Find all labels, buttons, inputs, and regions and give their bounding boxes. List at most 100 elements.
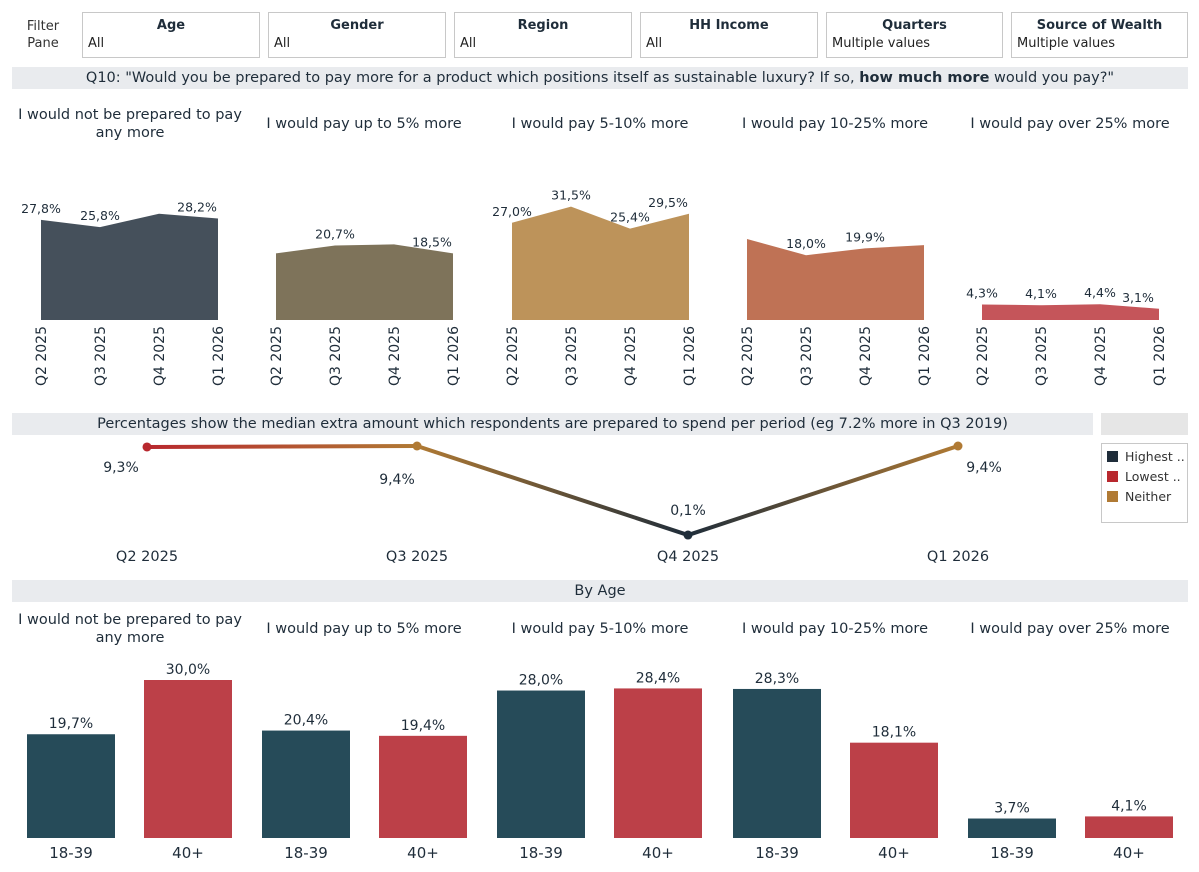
filter-region[interactable]: Region All <box>454 12 632 58</box>
bar-tick-i-would-pay-up-to-5-more-18-39: 18-39 <box>284 844 328 862</box>
filter-source-of-wealth[interactable]: Source of Wealth Multiple values <box>1011 12 1188 58</box>
bar-label-i-would-pay-up-to-5-more-40: 19,4% <box>401 718 445 734</box>
area-tick-i-would-pay-10-25-more-q3-2025: Q3 2025 <box>799 326 815 386</box>
filter-quarters-title: Quarters <box>882 18 947 33</box>
bar-label-i-would-pay-over-25-more-40: 4,1% <box>1111 798 1147 814</box>
area-tick-i-would-pay-up-to-5-more-q4-2025: Q4 2025 <box>387 326 403 386</box>
bar-i-would-pay-up-to-5-more-18-39[interactable] <box>262 730 350 838</box>
bar-label-i-would-pay-up-to-5-more-18-39: 20,4% <box>284 713 328 729</box>
legend-swatch-neither <box>1106 489 1119 503</box>
filter-hh-income-value: All <box>646 36 663 51</box>
area-label-i-would-not-be-prepared-to-pay-any-more-q3-2025: 25,8% <box>80 208 120 223</box>
bar-tick-i-would-pay-up-to-5-more-40: 40+ <box>407 844 439 862</box>
top-title-not-pay: I would not be prepared to pay any more <box>18 107 242 141</box>
bar-i-would-pay-over-25-more-18-39[interactable] <box>968 818 1056 838</box>
area-tick-i-would-not-be-prepared-to-pay-any-more-q1-2026: Q1 2026 <box>211 326 227 386</box>
area-tick-i-would-not-be-prepared-to-pay-any-more-q2-2025: Q2 2025 <box>34 326 50 386</box>
legend-header <box>1101 413 1188 435</box>
bar-i-would-not-be-prepared-to-pay-any-more-40[interactable] <box>144 680 232 838</box>
bar-i-would-pay-5-10-more-40[interactable] <box>614 688 702 838</box>
age-title-up-to-5: I would pay up to 5% more <box>266 621 462 637</box>
median-note-banner: Percentages show the median extra amount… <box>12 413 1093 435</box>
age-title-not-pay: I would not be prepared to pay any more <box>18 612 242 646</box>
median-line-chart: 9,3% Q2 2025 9,4% Q3 2025 0,1% Q4 2025 9,4% Q1 … <box>103 441 1002 565</box>
area-label-i-would-not-be-prepared-to-pay-any-more-q1-2026: 28,2% <box>177 199 217 214</box>
bar-tick-i-would-pay-5-10-more-40: 40+ <box>642 844 674 862</box>
area-tick-i-would-pay-over-25-more-q1-2026: Q1 2026 <box>1152 326 1168 386</box>
area-tick-i-would-pay-over-25-more-q3-2025: Q3 2025 <box>1034 326 1050 386</box>
area-label-i-would-pay-10-25-more-q3-2025: 18,0% <box>786 236 826 251</box>
median-tick-q1-2026: Q1 2026 <box>927 549 989 565</box>
area-label-i-would-not-be-prepared-to-pay-any-more-q2-2025: 27,8% <box>21 201 61 216</box>
bar-label-i-would-pay-10-25-more-18-39: 28,3% <box>755 671 799 687</box>
area-i-would-pay-over-25-more <box>982 304 1159 320</box>
median-line-segment-3 <box>686 444 960 538</box>
bar-tick-i-would-pay-over-25-more-18-39: 18-39 <box>990 844 1034 862</box>
bar-i-would-pay-over-25-more-40[interactable] <box>1085 816 1173 838</box>
filter-region-value: All <box>460 36 477 51</box>
median-point-q1-2026[interactable] <box>953 441 963 451</box>
area-tick-i-would-pay-up-to-5-more-q2-2025: Q2 2025 <box>269 326 285 386</box>
bar-label-i-would-pay-5-10-more-40: 28,4% <box>636 670 680 686</box>
area-tick-i-would-pay-up-to-5-more-q1-2026: Q1 2026 <box>446 326 462 386</box>
filter-quarters[interactable]: Quarters Multiple values <box>826 12 1003 58</box>
area-label-i-would-pay-over-25-more-q2-2025: 4,3% <box>966 286 998 301</box>
legend-item-neither[interactable]: Neither <box>1106 488 1171 504</box>
by-age-bar-chart: 19,7% 18-39 30,0% 40+ 20,4% 18-39 19,4% 40+ 28,0… <box>27 662 1173 862</box>
bar-tick-i-would-pay-10-25-more-40: 40+ <box>878 844 910 862</box>
area-label-i-would-pay-over-25-more-q3-2025: 4,1% <box>1025 286 1057 301</box>
filter-gender[interactable]: Gender All <box>268 12 446 58</box>
legend-label-neither: Neither <box>1125 488 1172 504</box>
filter-hh-income[interactable]: HH Income All <box>640 12 818 58</box>
filter-pane-label-line2: Pane <box>27 36 59 51</box>
legend-swatch-highest <box>1106 449 1119 463</box>
legend: Highest .. Lowest .. Neither <box>1101 443 1188 523</box>
bar-i-would-pay-up-to-5-more-40[interactable] <box>379 735 467 838</box>
median-point-q3-2025[interactable] <box>412 441 422 451</box>
legend-item-lowest[interactable]: Lowest .. <box>1106 468 1181 484</box>
bar-i-would-pay-10-25-more-40[interactable] <box>850 742 938 838</box>
filter-age[interactable]: Age All <box>82 12 260 58</box>
legend-label-highest: Highest .. <box>1125 448 1185 464</box>
area-label-i-would-pay-up-to-5-more-q1-2026: 18,5% <box>412 234 452 249</box>
median-point-q4-2025[interactable] <box>683 530 693 540</box>
median-label-q2-2025: 9,3% <box>103 460 139 476</box>
top-title-5-10: I would pay 5-10% more <box>511 116 689 132</box>
area-label-i-would-pay-5-10-more-q4-2025: 25,4% <box>610 210 650 225</box>
top-title-10-25: I would pay 10-25% more <box>741 116 928 132</box>
bar-tick-i-would-not-be-prepared-to-pay-any-more-18-39: 18-39 <box>49 844 93 862</box>
filter-source-of-wealth-value: Multiple values <box>1017 36 1116 51</box>
area-tick-i-would-pay-5-10-more-q1-2026: Q1 2026 <box>682 326 698 386</box>
filter-pane-label: Filter Pane <box>18 18 68 52</box>
filter-quarters-value: Multiple values <box>832 36 931 51</box>
median-tick-q4-2025: Q4 2025 <box>657 549 719 565</box>
question-text-bold: how much more <box>859 70 990 86</box>
median-label-q1-2026: 9,4% <box>966 460 1002 476</box>
bar-tick-i-would-pay-10-25-more-18-39: 18-39 <box>755 844 799 862</box>
area-label-i-would-pay-10-25-more-q4-2025: 19,9% <box>845 229 885 244</box>
legend-swatch-lowest <box>1106 469 1119 483</box>
top-title-over-25: I would pay over 25% more <box>970 116 1170 132</box>
legend-label-lowest: Lowest .. <box>1125 468 1181 484</box>
bar-tick-i-would-pay-5-10-more-18-39: 18-39 <box>519 844 563 862</box>
age-title-10-25: I would pay 10-25% more <box>741 621 928 637</box>
area-tick-i-would-pay-5-10-more-q2-2025: Q2 2025 <box>505 326 521 386</box>
bar-i-would-pay-5-10-more-18-39[interactable] <box>497 690 585 838</box>
area-tick-i-would-pay-over-25-more-q2-2025: Q2 2025 <box>975 326 991 386</box>
area-label-i-would-pay-over-25-more-q1-2026: 3,1% <box>1122 290 1154 305</box>
median-label-q4-2025: 0,1% <box>670 503 706 519</box>
filter-hh-income-title: HH Income <box>689 18 769 33</box>
bar-tick-i-would-pay-over-25-more-40: 40+ <box>1113 844 1145 862</box>
bar-i-would-pay-10-25-more-18-39[interactable] <box>733 688 821 838</box>
area-i-would-pay-up-to-5-more <box>276 244 453 320</box>
median-tick-q3-2025: Q3 2025 <box>386 549 448 565</box>
area-tick-i-would-pay-10-25-more-q2-2025: Q2 2025 <box>740 326 756 386</box>
filter-gender-title: Gender <box>330 18 384 33</box>
area-label-i-would-pay-5-10-more-q2-2025: 27,0% <box>492 204 532 219</box>
median-point-q2-2025[interactable] <box>142 442 152 452</box>
filter-pane-label-line1: Filter <box>26 19 60 34</box>
area-tick-i-would-pay-5-10-more-q4-2025: Q4 2025 <box>623 326 639 386</box>
filter-age-value: All <box>88 36 105 51</box>
bar-i-would-not-be-prepared-to-pay-any-more-18-39[interactable] <box>27 734 115 838</box>
legend-item-highest[interactable]: Highest .. <box>1106 448 1185 464</box>
